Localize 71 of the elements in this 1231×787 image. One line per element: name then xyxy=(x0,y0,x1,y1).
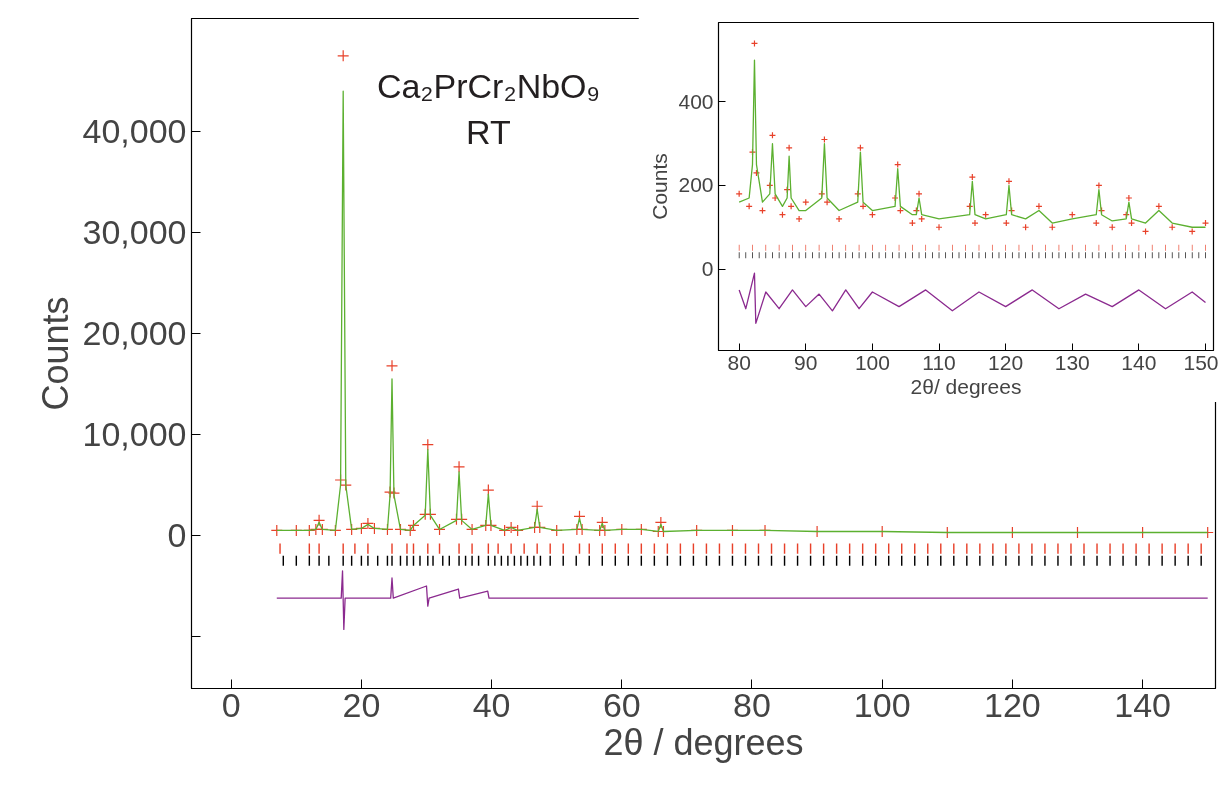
point xyxy=(1095,181,1103,190)
point xyxy=(337,49,350,62)
x-tick-label: 120 xyxy=(988,350,1024,374)
line-series xyxy=(738,272,1207,324)
annotation: Ca₂PrCr₂NbO₉ xyxy=(376,66,601,105)
y-axis-title: Counts xyxy=(34,296,76,411)
x-tick-label: 20 xyxy=(342,685,381,724)
x-tick-label: 140 xyxy=(1121,350,1157,374)
point xyxy=(312,514,326,527)
y-tick-label: 30,000 xyxy=(82,213,187,252)
point xyxy=(1127,219,1136,227)
x-axis-title: 2θ/ degrees xyxy=(910,374,1022,398)
point xyxy=(452,460,466,473)
annotation: RT xyxy=(466,113,511,152)
x-tick-label: 100 xyxy=(853,685,911,724)
point xyxy=(1092,219,1100,227)
y-tick-label: 200 xyxy=(678,173,714,197)
line-series xyxy=(276,570,1209,631)
point xyxy=(971,219,979,227)
point xyxy=(795,215,803,223)
x-tick-label: 80 xyxy=(733,685,771,724)
point xyxy=(915,190,923,198)
point xyxy=(421,438,434,451)
point xyxy=(1002,219,1010,227)
y-tick-label: 10,000 xyxy=(82,415,187,454)
x-tick-label: 120 xyxy=(984,685,1041,724)
point xyxy=(654,516,667,529)
point xyxy=(387,487,401,500)
point xyxy=(433,523,446,536)
point xyxy=(787,202,795,210)
point xyxy=(859,202,867,210)
y-tick-label: 40,000 xyxy=(82,112,187,151)
point xyxy=(968,173,976,181)
point xyxy=(908,219,916,227)
y-tick-label: 0 xyxy=(167,516,187,555)
x-tick-label: 0 xyxy=(221,685,241,724)
point xyxy=(1155,202,1163,210)
y-tick-label: 0 xyxy=(701,257,714,281)
x-tick-label: 150 xyxy=(1183,350,1219,374)
point xyxy=(752,169,761,177)
x-tick-label: 100 xyxy=(854,350,890,374)
x-tick-label: 80 xyxy=(727,350,751,374)
point xyxy=(1035,202,1043,210)
x-tick-label: 140 xyxy=(1114,685,1171,724)
y-tick-label: 400 xyxy=(678,89,714,113)
point xyxy=(785,144,793,152)
x-axis-title: 2θ / degrees xyxy=(603,721,804,763)
line-series xyxy=(738,59,1207,228)
point xyxy=(385,359,399,372)
y-tick-label: 20,000 xyxy=(82,314,187,353)
point xyxy=(596,516,609,529)
point xyxy=(745,202,753,210)
point xyxy=(465,523,479,536)
point xyxy=(1125,194,1133,202)
point xyxy=(823,198,831,206)
point xyxy=(835,215,843,223)
point xyxy=(918,215,926,223)
point xyxy=(771,194,779,202)
x-tick-label: 110 xyxy=(922,350,956,374)
y-axis-title: Counts xyxy=(648,153,672,220)
point xyxy=(891,194,899,202)
x-tick-label: 60 xyxy=(602,685,641,724)
point xyxy=(1201,219,1210,227)
x-tick-label: 130 xyxy=(1054,350,1090,374)
point xyxy=(856,144,864,152)
point xyxy=(484,519,498,532)
point xyxy=(1005,177,1013,185)
point xyxy=(935,223,943,231)
x-tick-label: 40 xyxy=(472,685,511,724)
point xyxy=(511,524,524,537)
x-tick-label: 90 xyxy=(794,350,818,374)
